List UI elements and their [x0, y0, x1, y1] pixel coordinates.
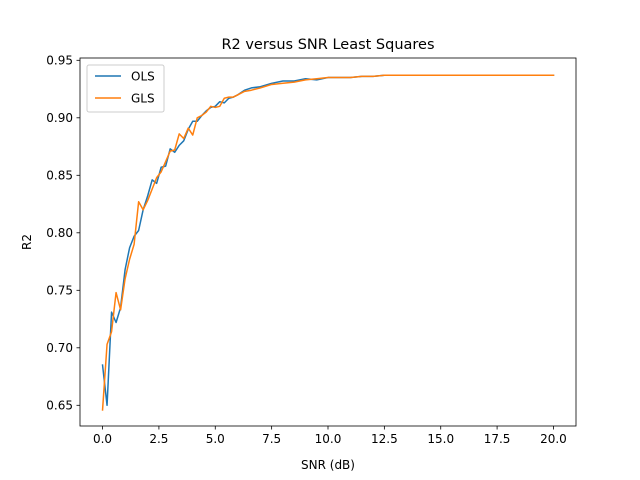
y-tick-label: 0.85 [46, 169, 73, 183]
y-tick-label: 0.90 [46, 111, 73, 125]
legend-label-ols: OLS [131, 70, 155, 84]
x-tick-label: 15.0 [427, 432, 454, 446]
x-axis: 0.0 2.5 5.0 7.5 10.0 12.5 15.0 17.5 20.0 [93, 426, 567, 446]
y-tick-label: 0.95 [46, 54, 73, 68]
y-tick-label: 0.65 [46, 399, 73, 413]
x-tick-label: 2.5 [149, 432, 168, 446]
x-tick-label: 17.5 [484, 432, 511, 446]
x-tick-label: 10.0 [315, 432, 342, 446]
y-tick-label: 0.70 [46, 341, 73, 355]
x-tick-label: 20.0 [540, 432, 567, 446]
series-layer [101, 74, 555, 411]
y-axis: 0.65 0.70 0.75 0.80 0.85 0.90 0.95 [46, 54, 80, 413]
x-tick-label: 12.5 [371, 432, 398, 446]
series-line-gls [101, 74, 555, 411]
legend: OLS GLS [86, 64, 165, 113]
legend-label-gls: GLS [131, 92, 155, 106]
x-tick-label: 5.0 [206, 432, 225, 446]
chart-title: R2 versus SNR Least Squares [221, 37, 434, 53]
x-tick-label: 7.5 [262, 432, 281, 446]
y-tick-label: 0.80 [46, 226, 73, 240]
y-axis-label: R2 [20, 234, 34, 250]
x-tick-label: 0.0 [93, 432, 112, 446]
y-tick-label: 0.75 [46, 284, 73, 298]
x-axis-label: SNR (dB) [301, 458, 355, 472]
